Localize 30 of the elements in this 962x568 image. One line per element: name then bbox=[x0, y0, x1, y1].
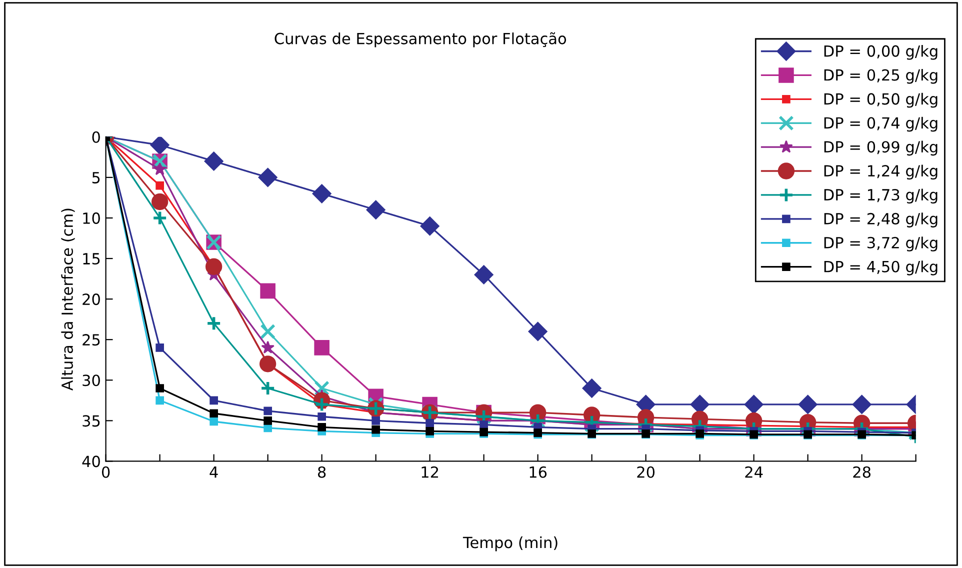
x-tick-label: 16 bbox=[530, 466, 547, 478]
x-tick-label: 8 bbox=[318, 466, 326, 478]
legend-label: DP = 0,50 g/kg bbox=[824, 92, 938, 108]
x-tick-label: 0 bbox=[102, 466, 110, 478]
x-tick-label: 28 bbox=[853, 466, 870, 478]
y-tick-label: 0 bbox=[92, 131, 100, 143]
legend-label: DP = 0,00 g/kg bbox=[824, 44, 938, 60]
y-tick-label: 30 bbox=[82, 374, 100, 386]
legend-label: DP = 2,48 g/kg bbox=[824, 212, 938, 228]
legend-label: DP = 0,99 g/kg bbox=[824, 140, 938, 156]
x-tick-label: 20 bbox=[637, 466, 655, 478]
legend-label: DP = 0,74 g/kg bbox=[824, 116, 938, 132]
x-tick-label: 24 bbox=[745, 466, 763, 478]
legend-label: DP = 1,73 g/kg bbox=[824, 188, 938, 204]
y-axis-title: Altura da Interface (cm) bbox=[61, 208, 75, 391]
legend-label: DP = 4,50 g/kg bbox=[824, 260, 938, 276]
y-tick-label: 35 bbox=[82, 415, 100, 427]
chart-title: Curvas de Espessamento por Flotação bbox=[274, 32, 566, 48]
y-tick-label: 10 bbox=[83, 212, 100, 224]
y-tick-label: 40 bbox=[82, 456, 100, 468]
x-tick-label: 4 bbox=[210, 466, 218, 478]
y-tick-label: 15 bbox=[83, 253, 100, 265]
legend-label: DP = 1,24 g/kg bbox=[824, 164, 938, 180]
x-axis-title: Tempo (min) bbox=[462, 536, 558, 552]
legend-label: DP = 0,25 g/kg bbox=[824, 68, 938, 84]
y-tick-label: 5 bbox=[92, 172, 100, 184]
y-tick-label: 20 bbox=[82, 294, 100, 306]
x-tick-label: 12 bbox=[422, 466, 438, 478]
y-tick-label: 25 bbox=[82, 334, 100, 346]
legend-label: DP = 3,72 g/kg bbox=[824, 236, 938, 252]
